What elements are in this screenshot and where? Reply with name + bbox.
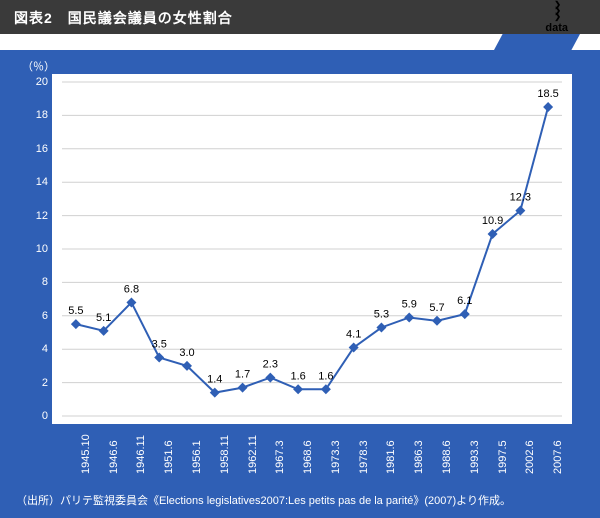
value-label: 5.5 — [68, 305, 83, 317]
value-label: 1.6 — [318, 370, 333, 382]
value-label: 1.4 — [207, 374, 222, 386]
x-tick-label: 1988.6 — [441, 440, 453, 474]
y-tick-label: 14 — [26, 176, 48, 188]
x-tick-label: 1967.3 — [274, 440, 286, 474]
x-tick-label: 1962.11 — [247, 435, 259, 474]
y-tick-label: 4 — [26, 343, 48, 355]
x-tick-label: 1997.5 — [497, 440, 509, 474]
x-tick-label: 1946.6 — [108, 440, 120, 474]
y-tick-label: 10 — [26, 243, 48, 255]
y-axis-unit: （％） — [22, 58, 55, 74]
x-tick-label: 1993.3 — [469, 440, 481, 474]
y-tick-label: 0 — [26, 410, 48, 422]
x-tick-label: 1956.1 — [191, 440, 203, 474]
x-tick-label: 1945.10 — [80, 434, 92, 474]
y-tick-label: 20 — [26, 76, 48, 88]
value-label: 5.1 — [96, 312, 111, 324]
value-label: 4.1 — [346, 329, 361, 341]
x-tick-label: 1978.3 — [358, 440, 370, 474]
tab-label: data — [545, 22, 568, 34]
value-label: 3.5 — [152, 339, 167, 351]
y-tick-label: 6 — [26, 310, 48, 322]
y-tick-label: 2 — [26, 377, 48, 389]
source-text: （出所）パリテ監視委員会《Elections legislatives2007:… — [16, 492, 586, 508]
x-tick-label: 1968.6 — [302, 440, 314, 474]
y-tick-label: 12 — [26, 210, 48, 222]
value-label: 6.1 — [457, 295, 472, 307]
y-tick-label: 8 — [26, 276, 48, 288]
x-tick-label: 2002.6 — [524, 440, 536, 474]
x-tick-label: 1973.3 — [330, 440, 342, 474]
y-tick-label: 16 — [26, 143, 48, 155]
x-tick-label: 1951.6 — [163, 440, 175, 474]
x-tick-label: 2007.6 — [552, 440, 564, 474]
value-label: 5.9 — [402, 298, 417, 310]
value-label: 1.7 — [235, 369, 250, 381]
value-label: 18.5 — [537, 88, 558, 100]
header-bar: 図表2 国民議会議員の女性割合 — [0, 0, 600, 34]
chart-panel: （％） 0 2 4 6 8 10 12 14 16 18 20 5.5 5.1 6.8 3.5 3.0 1.4… — [0, 50, 600, 518]
x-tick-label: 1958.11 — [219, 435, 231, 474]
value-label: 5.7 — [429, 302, 444, 314]
value-label: 10.9 — [482, 215, 503, 227]
value-label: 5.3 — [374, 308, 389, 320]
chart-title: 図表2 国民議会議員の女性割合 — [14, 8, 233, 28]
value-label: 3.0 — [179, 347, 194, 359]
value-label: 6.8 — [124, 283, 139, 295]
x-tick-label: 1946.11 — [135, 435, 147, 474]
x-tick-label: 1986.3 — [413, 440, 425, 474]
chevron-down-icon: ❯❯❯ — [554, 2, 560, 20]
tab-shape — [494, 34, 580, 50]
y-tick-label: 18 — [26, 109, 48, 121]
value-label: 2.3 — [263, 359, 278, 371]
value-label: 12.3 — [510, 192, 531, 204]
plot-area: 5.5 5.1 6.8 3.5 3.0 1.4 1.7 2.3 1.6 1.6 4.1 5.3 5.9 5… — [52, 74, 572, 424]
value-label: 1.6 — [290, 370, 305, 382]
page: 図表2 国民議会議員の女性割合 ❯❯❯ data （％） 0 2 4 6 8 10 12 14… — [0, 0, 600, 518]
x-tick-label: 1981.6 — [385, 440, 397, 474]
